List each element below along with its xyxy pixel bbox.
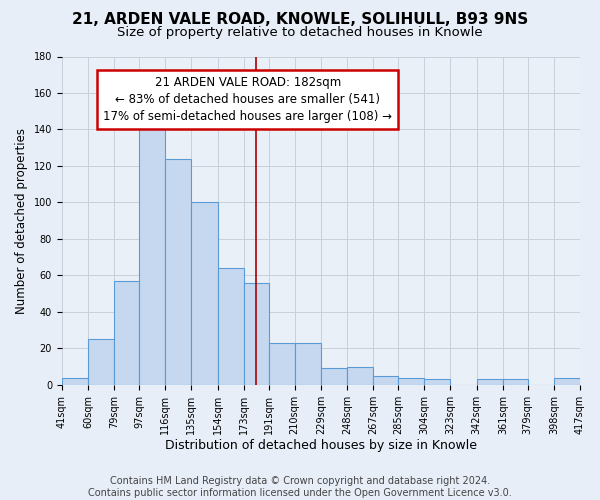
Bar <box>114 281 139 385</box>
Bar <box>347 366 373 385</box>
Bar <box>269 343 295 385</box>
Text: 21 ARDEN VALE ROAD: 182sqm
← 83% of detached houses are smaller (541)
17% of sem: 21 ARDEN VALE ROAD: 182sqm ← 83% of deta… <box>103 76 392 123</box>
Bar <box>191 202 218 385</box>
X-axis label: Distribution of detached houses by size in Knowle: Distribution of detached houses by size … <box>165 440 477 452</box>
Bar <box>165 158 191 385</box>
Bar <box>398 378 424 385</box>
Bar <box>88 339 114 385</box>
Bar <box>424 380 451 385</box>
Bar <box>321 368 347 385</box>
Bar <box>244 282 269 385</box>
Y-axis label: Number of detached properties: Number of detached properties <box>15 128 28 314</box>
Text: 21, ARDEN VALE ROAD, KNOWLE, SOLIHULL, B93 9NS: 21, ARDEN VALE ROAD, KNOWLE, SOLIHULL, B… <box>72 12 528 28</box>
Text: Contains HM Land Registry data © Crown copyright and database right 2024.
Contai: Contains HM Land Registry data © Crown c… <box>88 476 512 498</box>
Bar <box>476 380 503 385</box>
Bar <box>62 378 88 385</box>
Bar <box>218 268 244 385</box>
Bar <box>139 118 165 385</box>
Bar <box>554 378 580 385</box>
Bar <box>295 343 321 385</box>
Bar <box>503 380 527 385</box>
Bar <box>373 376 398 385</box>
Text: Size of property relative to detached houses in Knowle: Size of property relative to detached ho… <box>117 26 483 39</box>
